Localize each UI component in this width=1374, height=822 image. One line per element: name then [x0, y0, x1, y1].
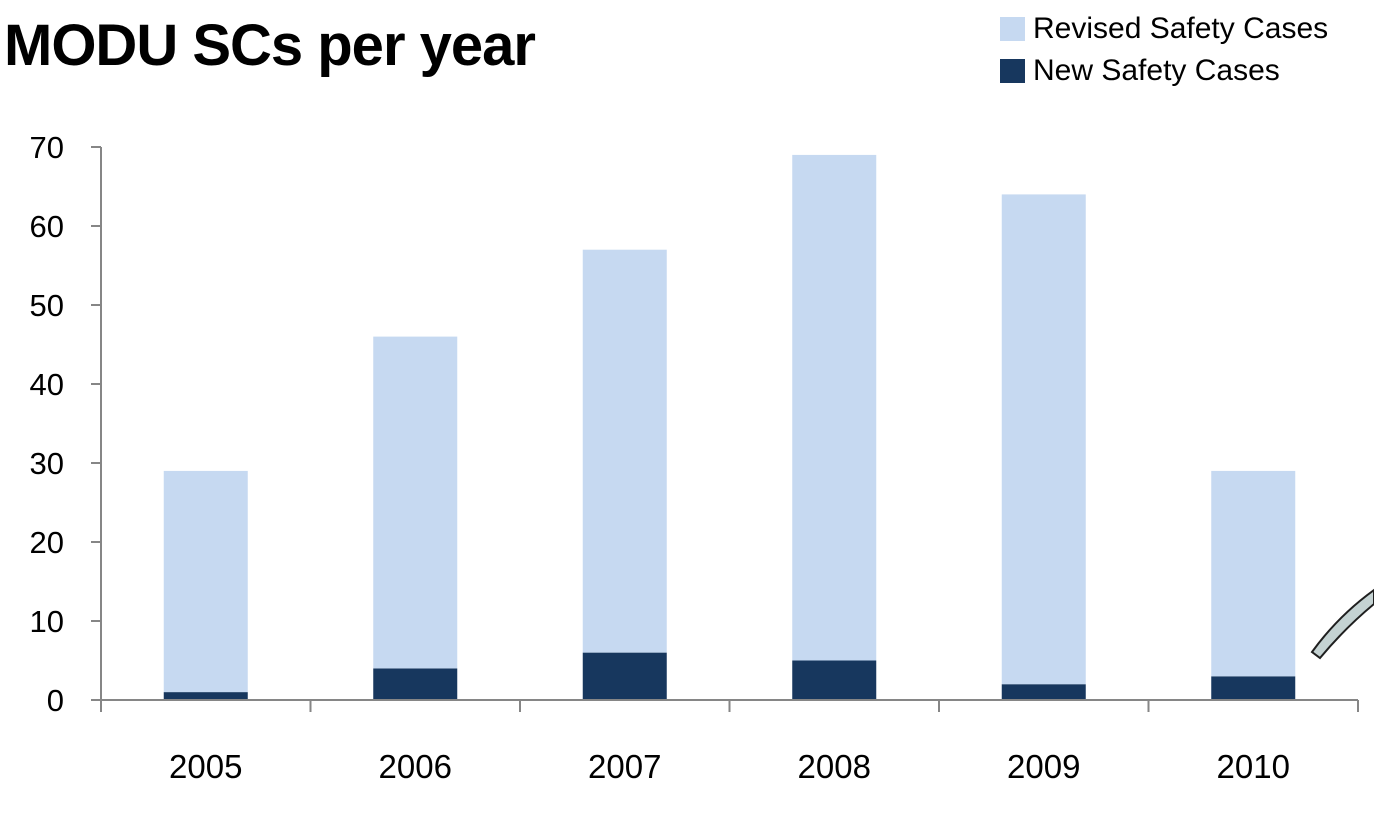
bar-revised-2006: [373, 336, 458, 669]
x-tick-label-2008: 2008: [798, 748, 871, 785]
bar-new-2008: [792, 660, 877, 700]
bars-group: [163, 154, 1296, 700]
bar-revised-2005: [163, 470, 248, 693]
bar-new-2009: [1001, 684, 1086, 700]
bar-new-2005: [163, 692, 248, 700]
legend-item-new: New Safety Cases: [1000, 50, 1328, 92]
legend: Revised Safety Cases New Safety Cases: [1000, 8, 1328, 92]
legend-swatch-revised: [1000, 17, 1025, 41]
bar-revised-2009: [1001, 194, 1086, 685]
bar-revised-2008: [792, 154, 877, 661]
y-tick-label-0: 0: [47, 683, 64, 718]
axes-group: [91, 146, 1359, 712]
x-tick-label-2009: 2009: [1007, 748, 1080, 785]
y-tick-label-50: 50: [30, 288, 64, 323]
y-tick-label-70: 70: [30, 130, 64, 165]
curved-connector-shape: [1310, 588, 1374, 660]
bar-revised-2010: [1211, 470, 1296, 677]
tick-labels-group: 2005 2006 2007 2008 2009 2010 0 10 20 30 40 50 60 70: [30, 130, 1290, 785]
y-tick-label-30: 30: [30, 446, 64, 481]
y-tick-label-60: 60: [30, 209, 64, 244]
y-tick-label-10: 10: [30, 604, 64, 639]
legend-label-revised: Revised Safety Cases: [1033, 12, 1329, 45]
legend-item-revised: Revised Safety Cases: [1000, 8, 1328, 50]
bar-new-2006: [373, 668, 458, 700]
x-tick-label-2006: 2006: [379, 748, 452, 785]
y-tick-label-20: 20: [30, 525, 64, 560]
legend-label-new: New Safety Cases: [1033, 54, 1280, 87]
bar-new-2010: [1211, 676, 1296, 700]
legend-swatch-new: [1000, 59, 1025, 83]
bar-new-2007: [582, 652, 667, 700]
chart-title: MODU SCs per year: [4, 13, 536, 78]
x-tick-label-2007: 2007: [588, 748, 661, 785]
y-tick-label-40: 40: [30, 367, 64, 402]
bar-revised-2007: [582, 249, 667, 653]
x-tick-label-2010: 2010: [1217, 748, 1290, 785]
x-tick-label-2005: 2005: [169, 748, 242, 785]
